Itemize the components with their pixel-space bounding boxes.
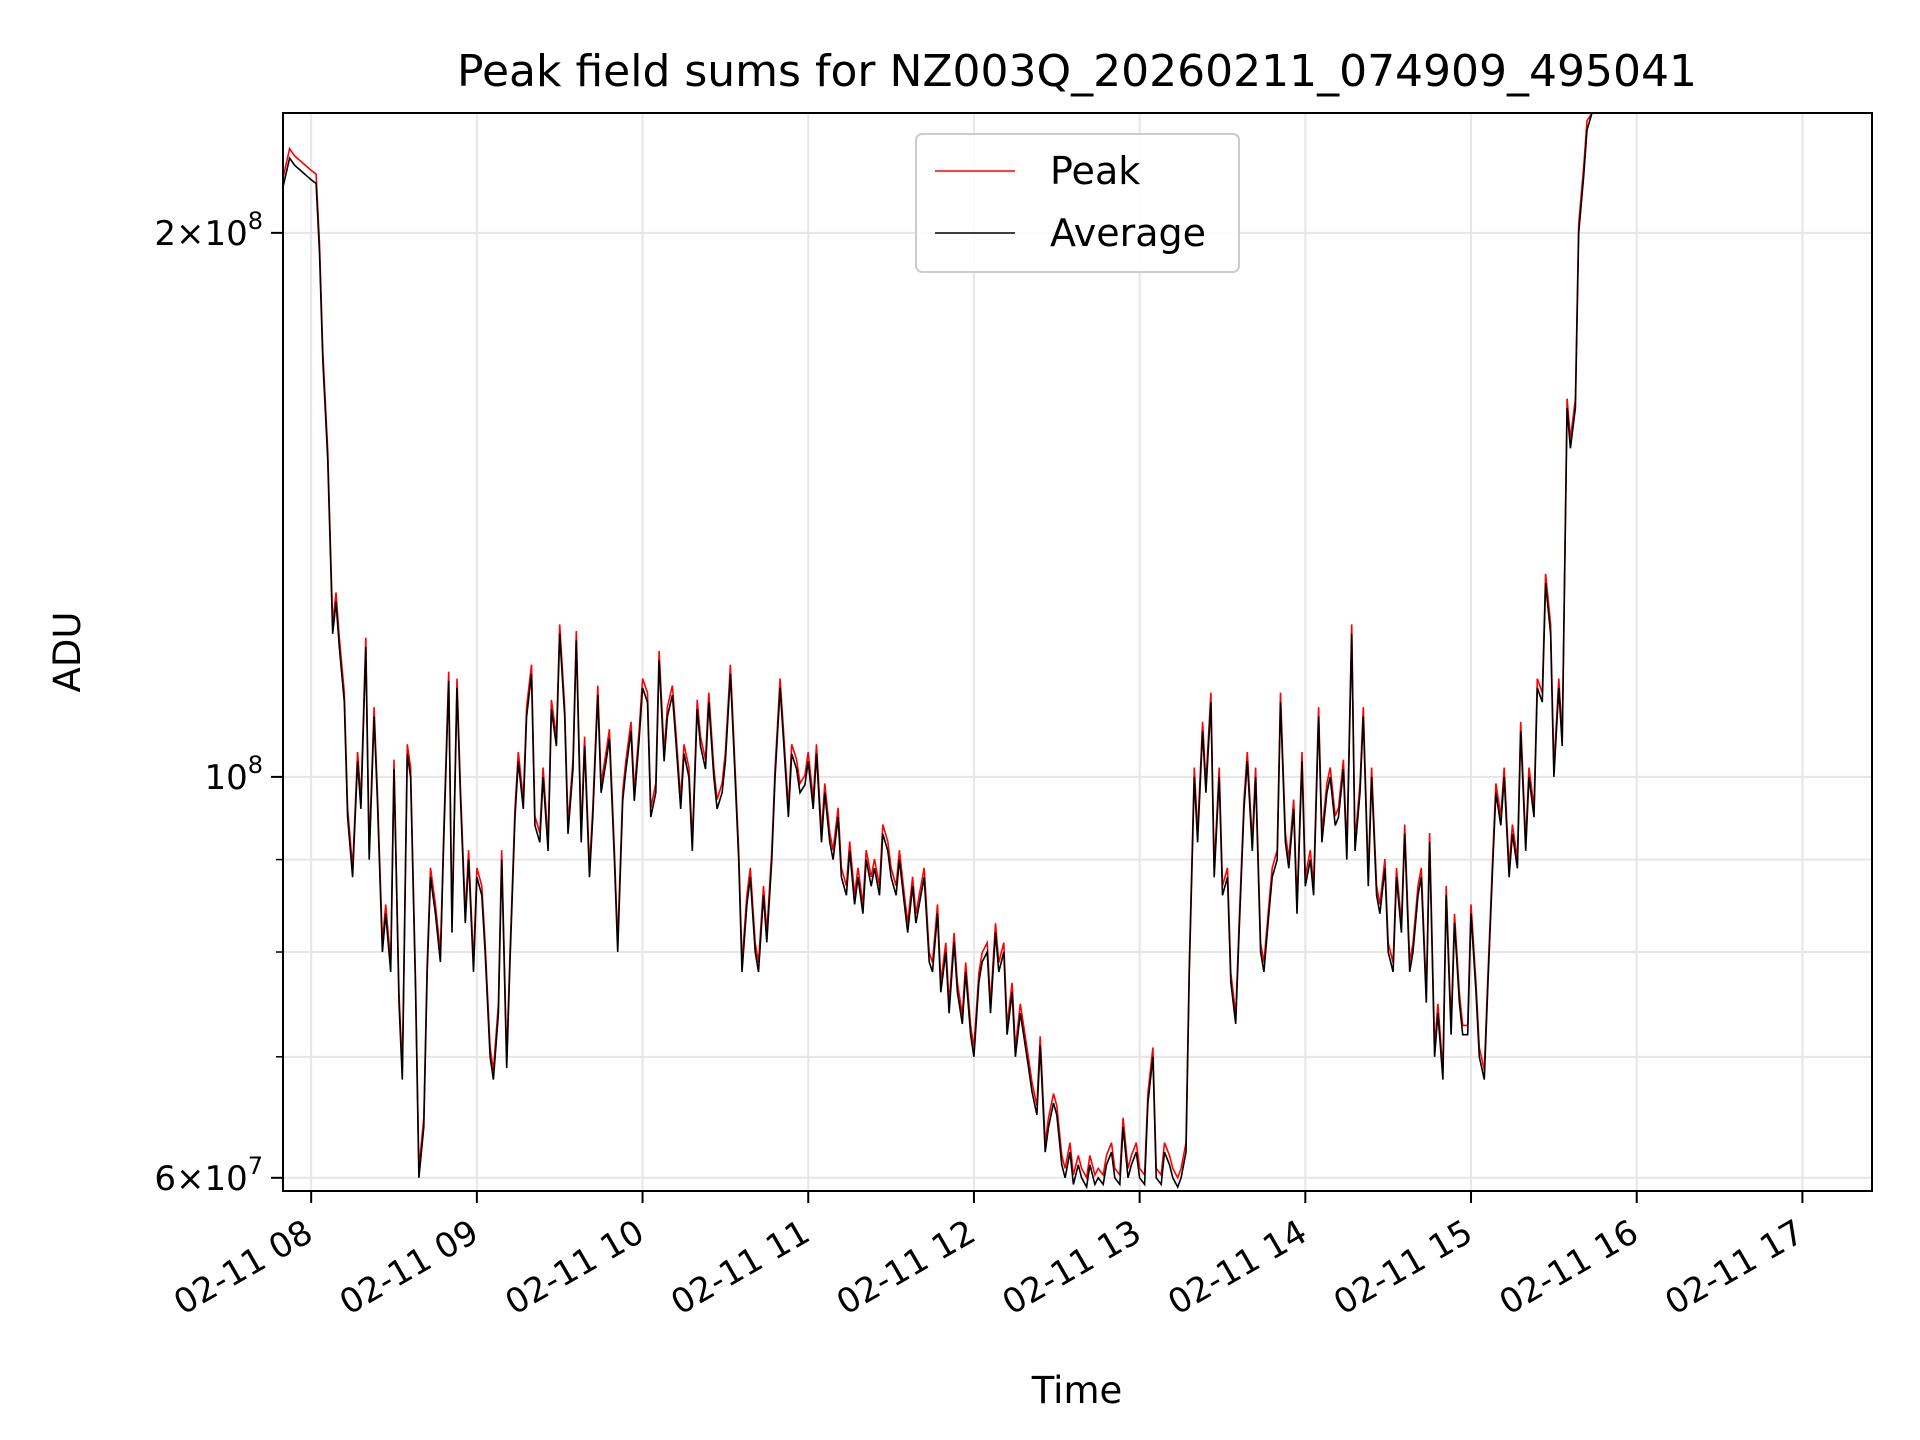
x-tick-label: 02-11 11 bbox=[664, 1212, 816, 1323]
plot-frame bbox=[282, 112, 1873, 1192]
y-axis-label: ADU bbox=[46, 612, 89, 693]
series-layer bbox=[282, 112, 1596, 1190]
legend: Peak Average bbox=[915, 133, 1240, 273]
x-tick-label: 02-11 16 bbox=[1493, 1212, 1645, 1323]
y-tick-label: 108 bbox=[204, 751, 263, 798]
x-tick-label: 02-11 12 bbox=[830, 1212, 982, 1323]
x-tick-label: 02-11 09 bbox=[333, 1212, 485, 1323]
x-tick-label: 02-11 15 bbox=[1327, 1212, 1479, 1323]
chart-title: Peak field sums for NZ003Q_20260211_0749… bbox=[457, 46, 1697, 97]
grid-lines bbox=[283, 113, 1872, 1191]
y-tick-label: 6×107 bbox=[154, 1152, 263, 1199]
x-tick-label: 02-11 14 bbox=[1161, 1212, 1313, 1323]
y-tick-label: 2×108 bbox=[154, 207, 263, 254]
x-axis: 02-11 08 02-11 09 02-11 10 02-11 11 02-11 12… bbox=[167, 1191, 1811, 1323]
legend-label-peak: Peak bbox=[1050, 149, 1140, 193]
x-tick-label: 02-11 17 bbox=[1659, 1212, 1811, 1323]
x-tick-label: 02-11 10 bbox=[499, 1212, 651, 1323]
legend-frame bbox=[915, 133, 1240, 273]
x-axis-label: Time bbox=[1031, 1369, 1123, 1412]
y-axis: 6×107 108 2×108 bbox=[154, 207, 283, 1199]
legend-label-average: Average bbox=[1050, 211, 1206, 255]
x-tick-label: 02-11 08 bbox=[167, 1212, 319, 1323]
x-tick-label: 02-11 13 bbox=[996, 1212, 1148, 1323]
series-line-average bbox=[282, 112, 1596, 1190]
